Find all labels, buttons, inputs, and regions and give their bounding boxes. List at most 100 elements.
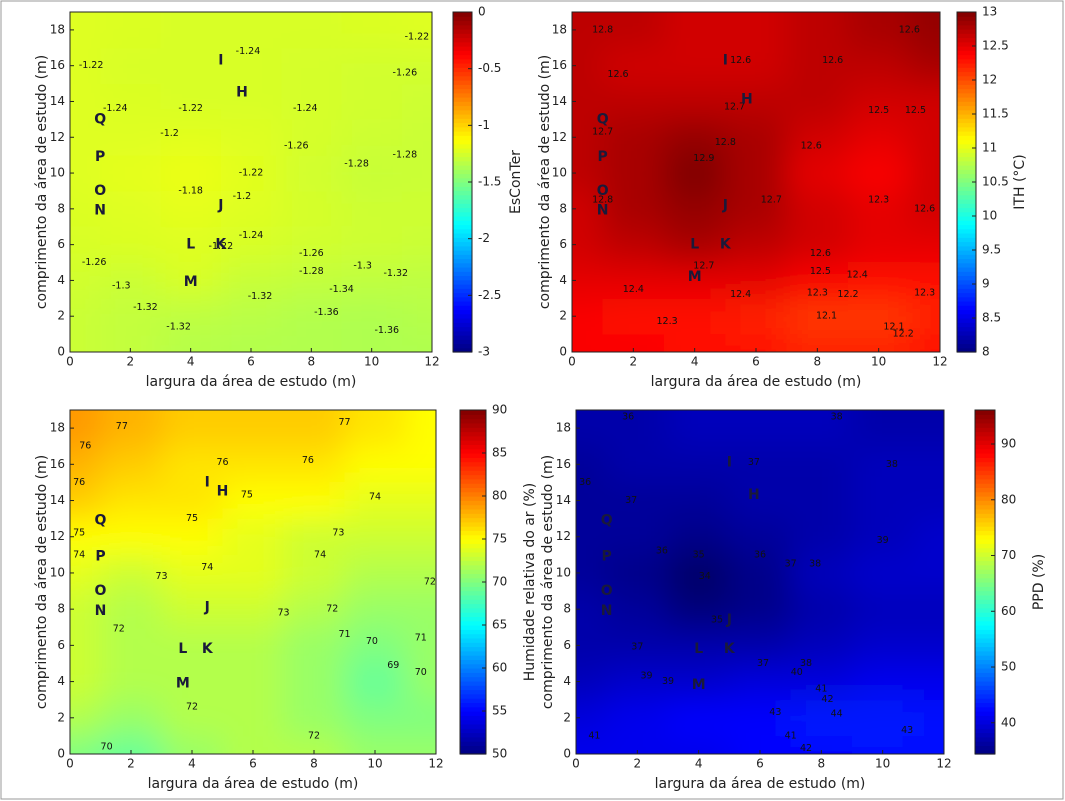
- field-cell: [405, 735, 436, 754]
- field-cell: [160, 190, 222, 228]
- colorbar-step: [453, 143, 472, 149]
- colorbar-step: [975, 517, 995, 523]
- point-label: N: [94, 203, 106, 219]
- x-tick-label: 2: [630, 355, 638, 369]
- field-cell: [160, 334, 222, 352]
- field-cell: [283, 518, 345, 556]
- field-cell: [729, 627, 792, 664]
- colorbar-step: [460, 723, 486, 729]
- colorbar-step: [453, 216, 472, 221]
- colorbar-tick-label: 0: [478, 5, 486, 19]
- field-cell: [668, 735, 730, 754]
- colorbar-step: [460, 543, 486, 549]
- colorbar-tick-label: 10.5: [982, 175, 1009, 189]
- colorbar-step: [460, 745, 486, 751]
- colorbar-step: [460, 500, 486, 506]
- field-cell: [160, 155, 222, 192]
- field-cell: [913, 482, 944, 520]
- point-label: I: [727, 455, 732, 471]
- field-cell: [220, 226, 282, 264]
- colorbar-step: [453, 165, 472, 170]
- field-cell: [100, 591, 162, 628]
- colorbar-step: [975, 418, 995, 424]
- colorbar-step: [453, 267, 472, 272]
- field-cell: [281, 334, 342, 352]
- contour-label: 72: [424, 577, 436, 588]
- contour-label: -1.24: [236, 46, 261, 57]
- contour-label: -1.32: [133, 302, 158, 313]
- field-cell: [664, 155, 726, 192]
- field-cell: [668, 554, 730, 592]
- y-tick-label: 18: [552, 22, 567, 36]
- colorbar-tick-label: 13: [982, 5, 997, 19]
- contour-label: -1.26: [299, 248, 324, 259]
- colorbar-step: [453, 135, 472, 141]
- y-tick-label: 12: [50, 130, 65, 144]
- colorbar-step: [453, 114, 472, 119]
- x-tick-label: 2: [127, 757, 135, 771]
- colorbar-step: [957, 190, 976, 196]
- colorbar-step: [453, 220, 472, 226]
- contour-label: 12.4: [730, 289, 751, 300]
- colorbar-step: [453, 12, 472, 17]
- field-cell: [602, 190, 665, 228]
- field-cell: [729, 482, 792, 520]
- colorbar-step: [975, 431, 995, 437]
- colorbar-step: [453, 152, 472, 158]
- field-cell: [161, 663, 223, 701]
- x-tick-label: 12: [932, 355, 947, 369]
- field-cell: [160, 119, 222, 156]
- field-cell: [664, 334, 726, 352]
- point-label: N: [597, 203, 609, 219]
- y-tick-label: 6: [57, 237, 65, 251]
- field-cell: [852, 410, 914, 447]
- colorbar-tick-label: 8.5: [982, 311, 1001, 325]
- y-tick-label: 10: [552, 166, 567, 180]
- colorbar-step: [975, 719, 995, 725]
- x-tick-label: 8: [310, 757, 318, 771]
- colorbar-step: [957, 109, 976, 115]
- field: [572, 12, 940, 352]
- contour-label: 73: [332, 528, 344, 539]
- point-label: Q: [95, 512, 107, 528]
- contour-label: 41: [785, 730, 797, 741]
- contour-label: 38: [886, 459, 898, 470]
- contour-label: 35: [711, 615, 723, 626]
- colorbar-step: [453, 228, 472, 234]
- colorbar-step: [453, 271, 472, 277]
- field-cell: [572, 47, 604, 85]
- field-cell: [70, 119, 101, 156]
- colorbar-step: [460, 457, 486, 463]
- colorbar-step: [957, 186, 976, 192]
- contour-label: 36: [656, 546, 668, 557]
- colorbar-step: [975, 616, 995, 622]
- field-cell: [790, 518, 853, 556]
- contour-label: 12.1: [816, 311, 837, 322]
- point-label: J: [722, 197, 728, 213]
- colorbar-label: EsConTer: [508, 150, 524, 214]
- colorbar-step: [460, 693, 486, 699]
- contour-label: 72: [186, 701, 198, 712]
- colorbar-step: [460, 573, 486, 579]
- colorbar-step: [460, 728, 486, 734]
- colorbar-step: [453, 177, 472, 183]
- x-tick-label: 6: [249, 757, 257, 771]
- field-cell: [401, 119, 432, 156]
- colorbar-step: [453, 250, 472, 255]
- y-tick-label: 12: [50, 529, 65, 543]
- field-cell: [281, 47, 342, 85]
- colorbar-step: [957, 182, 976, 187]
- field-cell: [100, 410, 162, 447]
- colorbar-step: [957, 237, 976, 243]
- field-cell: [161, 482, 223, 520]
- field-cell: [668, 410, 730, 447]
- field-cell: [222, 663, 284, 701]
- contour-label: -1.2: [233, 191, 252, 202]
- colorbar-step: [453, 71, 472, 77]
- contour-label: 12.3: [807, 287, 828, 298]
- field-cell: [909, 155, 940, 192]
- colorbar-step: [975, 702, 995, 708]
- field-cell: [405, 518, 436, 556]
- field-cell: [848, 226, 910, 264]
- colorbar-step: [460, 577, 486, 583]
